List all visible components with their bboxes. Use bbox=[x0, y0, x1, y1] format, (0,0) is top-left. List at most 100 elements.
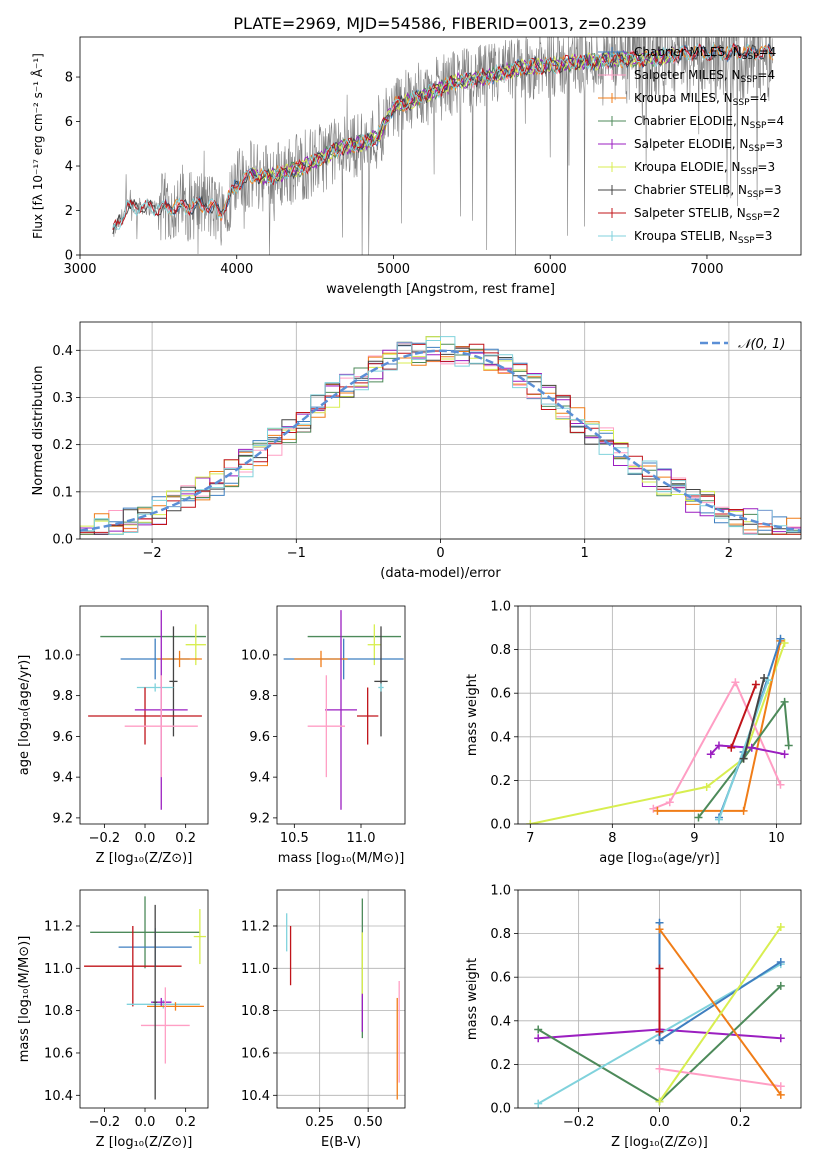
x-tick-label: 0.2 bbox=[175, 1115, 196, 1130]
axes-frame bbox=[276, 605, 406, 825]
y-tick-label: 0.2 bbox=[52, 438, 73, 453]
y-tick-label: 9.4 bbox=[52, 771, 73, 786]
axes-frame bbox=[517, 605, 802, 825]
x-axis-label: Z [log₁₀(Z/Z⊙)] bbox=[96, 1135, 193, 1150]
y-tick-label: 0.4 bbox=[490, 730, 511, 745]
y-tick-label: 8 bbox=[65, 71, 73, 86]
panels: 3000 4000 5000 6000 7000 0 2 4 6 8 wavelength [Ang… bbox=[17, 36, 802, 1150]
weight-marker-salpeter-stelib bbox=[655, 1027, 664, 1036]
y-tick-label: 9.4 bbox=[249, 771, 270, 786]
x-axis-label: wavelength [Angstrom, rest frame] bbox=[326, 282, 555, 297]
weight-marker-salpeter-stelib bbox=[655, 964, 664, 973]
weight-line-salpeter-stelib bbox=[730, 684, 757, 749]
weight-line-kroupa-miles bbox=[657, 640, 782, 812]
legend-suffix: =3 bbox=[764, 183, 782, 197]
y-tick-label: 0.1 bbox=[52, 485, 73, 500]
x-tick-label: 0 bbox=[436, 546, 444, 561]
legend-label: Chabrier ELODIE, N bbox=[634, 114, 750, 128]
axes-frame bbox=[79, 889, 209, 1109]
weight-marker-chabrier-elodie bbox=[784, 741, 793, 750]
weight-marker-kroupa-stelib bbox=[534, 1099, 543, 1108]
figure-title: PLATE=2969, MJD=54586, FIBERID=0013, z=0… bbox=[233, 14, 646, 33]
weight-line-kroupa-miles bbox=[658, 928, 782, 1096]
weight-marker-salpeter-elodie bbox=[534, 1034, 543, 1043]
weight-marker-chabrier-miles bbox=[776, 957, 785, 966]
legend-subscript: SSP bbox=[733, 98, 750, 108]
x-axis-label: Z [log₁₀(Z/Z⊙)] bbox=[96, 851, 193, 866]
weight-marker-salpeter-miles bbox=[776, 1082, 785, 1091]
x-axis-label: age [log₁₀(age/yr)] bbox=[599, 851, 720, 866]
weight-line-salpeter-miles bbox=[652, 680, 782, 810]
y-tick-label: 11.2 bbox=[241, 919, 270, 934]
x-axis-label: (data-model)/error bbox=[380, 566, 501, 581]
y-axis-label: mass weight bbox=[465, 674, 480, 756]
y-tick-label: 10.4 bbox=[241, 1089, 270, 1104]
weight-marker-kroupa-stelib bbox=[714, 815, 723, 824]
y-tick-label: 0.2 bbox=[490, 774, 511, 789]
model-line-kroupa-elodie bbox=[252, 47, 676, 185]
x-axis-label: mass [log₁₀(M/M⊙)] bbox=[278, 851, 405, 866]
y-tick-label: 11.0 bbox=[241, 962, 270, 977]
legend-label: Kroupa ELODIE, N bbox=[634, 160, 741, 174]
x-tick-label: 10 bbox=[768, 831, 785, 846]
weight-marker-kroupa-elodie bbox=[526, 820, 535, 824]
axes-frame bbox=[79, 36, 802, 256]
weight-line-kroupa-elodie bbox=[658, 926, 782, 1103]
y-tick-label: 2 bbox=[65, 204, 73, 219]
weight-marker-salpeter-miles bbox=[655, 1064, 664, 1073]
y-tick-label: 1.0 bbox=[490, 884, 511, 899]
chart-mass-vs-EBV: 0.25 0.50 10.4 10.6 10.8 11.0 11.2 E(B-V) bbox=[241, 889, 406, 1150]
weight-marker-kroupa-elodie bbox=[655, 1097, 664, 1106]
legend-suffix: =3 bbox=[757, 160, 775, 174]
x-tick-label: 0.0 bbox=[135, 1115, 156, 1130]
legend-label: Kroupa STELIB, N bbox=[634, 229, 738, 243]
x-tick-label: 3000 bbox=[63, 262, 96, 277]
y-tick-label: 0.0 bbox=[490, 818, 511, 833]
x-tick-label: 0.2 bbox=[730, 1115, 751, 1130]
chart-mass-weight-vs-age: 7 8 9 10 0.0 0.2 0.4 0.6 0.8 1.0 age [log₁₀(age/yr… bbox=[465, 600, 802, 866]
legend-label: Chabrier MILES, N bbox=[634, 45, 742, 59]
y-tick-label: 10.8 bbox=[44, 1004, 73, 1019]
x-tick-label: 0.0 bbox=[649, 1115, 670, 1130]
y-tick-label: 0.6 bbox=[490, 971, 511, 986]
axes-frame bbox=[79, 321, 802, 540]
weight-marker-salpeter-stelib bbox=[727, 743, 736, 752]
chart-spectrum: 3000 4000 5000 6000 7000 0 2 4 6 8 wavelength [Ang… bbox=[30, 36, 802, 297]
legend-suffix: =4 bbox=[759, 45, 777, 59]
y-tick-label: 0.4 bbox=[490, 1014, 511, 1029]
weight-marker-chabrier-elodie bbox=[780, 697, 789, 706]
y-tick-label: 0.2 bbox=[490, 1058, 511, 1073]
x-tick-label: 2 bbox=[725, 546, 733, 561]
y-tick-label: 0.8 bbox=[490, 643, 511, 658]
y-tick-label: 9.2 bbox=[52, 811, 73, 826]
chart-age-vs-mass: 10.5 11.0 9.2 9.4 9.6 9.8 10.0 mass [log₁₀(M/M⊙… bbox=[241, 605, 406, 866]
chart-residuals: −2 −1 0 1 2 0.0 0.1 0.2 0.3 0.4 (data-model)/error… bbox=[31, 321, 802, 581]
weight-marker-salpeter-elodie bbox=[776, 1034, 785, 1043]
legend-suffix: =3 bbox=[755, 229, 773, 243]
x-tick-label: 4000 bbox=[220, 262, 253, 277]
legend-label: Kroupa MILES, N bbox=[634, 91, 733, 105]
y-tick-label: 0.0 bbox=[490, 1102, 511, 1117]
legend-label: Salpeter MILES, N bbox=[634, 68, 741, 82]
model-line-kroupa-stelib bbox=[112, 42, 773, 230]
spectrum-plot-area bbox=[112, 37, 774, 255]
weight-marker-chabrier-elodie bbox=[534, 1025, 543, 1034]
weight-line-kroupa-stelib bbox=[718, 679, 770, 820]
y-tick-label: 10.6 bbox=[44, 1046, 73, 1061]
weight-marker-kroupa-stelib bbox=[764, 676, 773, 685]
legend-entry: Salpeter ELODIE, NSSP=3 bbox=[634, 137, 783, 154]
legend-entry: 𝒩(0, 1) bbox=[738, 337, 785, 352]
y-tick-label: 11.2 bbox=[44, 919, 73, 934]
legend-subscript: SSP bbox=[741, 75, 758, 85]
weight-marker-kroupa-elodie bbox=[702, 782, 711, 791]
y-tick-label: 0.6 bbox=[490, 687, 511, 702]
x-tick-label: −2 bbox=[143, 546, 162, 561]
x-tick-label: −1 bbox=[287, 546, 306, 561]
weight-line-chabrier-stelib bbox=[742, 677, 766, 759]
legend-subscript: SSP bbox=[746, 213, 763, 223]
y-axis-label: Flux [fλ 10⁻¹⁷ erg cm⁻² s⁻¹ Å⁻¹] bbox=[30, 53, 45, 239]
legend-subscript: SSP bbox=[747, 190, 764, 200]
legend-subscript: SSP bbox=[738, 236, 755, 246]
